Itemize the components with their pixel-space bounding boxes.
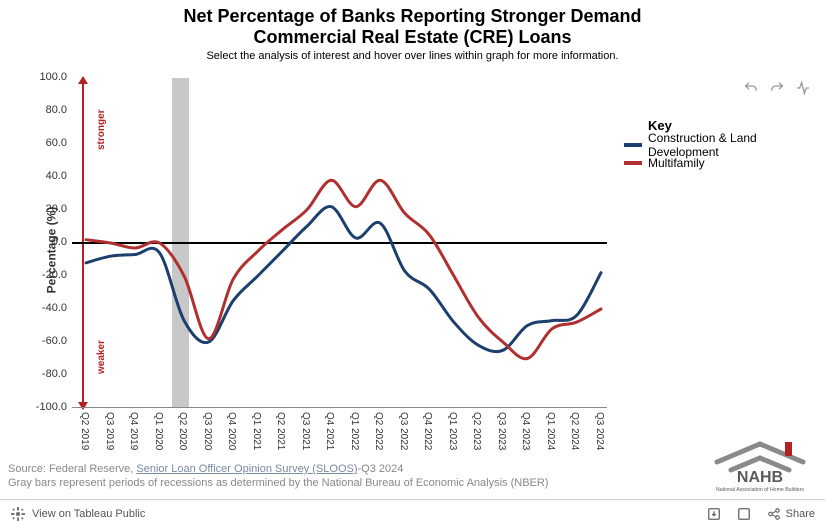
share-label: Share bbox=[786, 508, 815, 520]
y-tick-label: 100.0 bbox=[7, 71, 67, 83]
nahb-logo: NAHB National Association of Home Builde… bbox=[705, 438, 815, 496]
view-on-tableau-label: View on Tableau Public bbox=[32, 508, 145, 520]
title-line-1: Net Percentage of Banks Reporting Strong… bbox=[0, 6, 825, 27]
x-tick-label: Q1 2022 bbox=[349, 412, 360, 450]
x-tick-label: Q2 2021 bbox=[275, 412, 286, 450]
source-suffix: -Q3 2024 bbox=[358, 463, 404, 475]
share-button[interactable]: Share bbox=[766, 506, 815, 522]
bottom-toolbar: View on Tableau Public Share bbox=[0, 499, 825, 527]
x-tick-label: Q4 2020 bbox=[226, 412, 237, 450]
y-tick-label: 80.0 bbox=[7, 104, 67, 116]
legend-item[interactable]: Construction & Land Development bbox=[624, 137, 814, 153]
x-tick-label: Q4 2019 bbox=[128, 412, 139, 450]
y-tick-label: -80.0 bbox=[7, 368, 67, 380]
x-tick-label: Q1 2024 bbox=[545, 412, 556, 450]
reset-icon[interactable] bbox=[795, 80, 813, 96]
x-tick-label: Q2 2024 bbox=[569, 412, 580, 450]
y-tick-label: -20.0 bbox=[7, 269, 67, 281]
chart-title-block: Net Percentage of Banks Reporting Strong… bbox=[0, 0, 825, 62]
redo-icon[interactable] bbox=[769, 80, 787, 96]
tableau-icon bbox=[10, 506, 26, 522]
chart-top-toolbar bbox=[743, 80, 813, 96]
x-tick-label: Q2 2020 bbox=[177, 412, 188, 450]
x-tick-label: Q3 2019 bbox=[104, 412, 115, 450]
x-tick-label: Q3 2022 bbox=[398, 412, 409, 450]
svg-text:National Association of Home B: National Association of Home Builders bbox=[716, 487, 804, 493]
x-tick-label: Q1 2020 bbox=[153, 412, 164, 450]
source-note: Gray bars represent periods of recession… bbox=[8, 476, 548, 490]
line-chart-svg bbox=[72, 78, 607, 408]
x-tick-label: Q1 2021 bbox=[251, 412, 262, 450]
x-tick-label: Q2 2023 bbox=[471, 412, 482, 450]
share-icon bbox=[766, 506, 782, 522]
download-icon[interactable] bbox=[706, 506, 722, 522]
chart-subtitle: Select the analysis of interest and hove… bbox=[0, 50, 825, 62]
x-tick-label: Q3 2023 bbox=[496, 412, 507, 450]
series-line[interactable] bbox=[86, 180, 601, 359]
x-tick-label: Q2 2022 bbox=[373, 412, 384, 450]
view-on-tableau-button[interactable]: View on Tableau Public bbox=[10, 506, 145, 522]
x-tick-label: Q3 2021 bbox=[300, 412, 311, 450]
legend-swatch bbox=[624, 143, 642, 147]
legend-label: Construction & Land Development bbox=[648, 131, 814, 159]
y-tick-label: -100.0 bbox=[7, 401, 67, 413]
legend-label: Multifamily bbox=[648, 156, 705, 170]
source-link[interactable]: Senior Loan Officer Opinion Survey (SLOO… bbox=[136, 463, 357, 475]
x-tick-label: Q4 2022 bbox=[422, 412, 433, 450]
y-tick-label: -40.0 bbox=[7, 302, 67, 314]
fullscreen-icon[interactable] bbox=[736, 506, 752, 522]
x-tick-label: Q1 2023 bbox=[447, 412, 458, 450]
x-tick-label: Q2 2019 bbox=[79, 412, 90, 450]
source-footnote: Source: Federal Reserve, Senior Loan Off… bbox=[8, 462, 548, 491]
y-tick-label: -60.0 bbox=[7, 335, 67, 347]
title-line-2: Commercial Real Estate (CRE) Loans bbox=[0, 27, 825, 48]
x-tick-label: Q3 2020 bbox=[202, 412, 213, 450]
legend-swatch bbox=[624, 161, 642, 165]
series-line[interactable] bbox=[86, 207, 601, 352]
chart-plot-area[interactable]: stronger weaker Percentage (%) 100.080.0… bbox=[72, 78, 607, 408]
source-prefix: Source: Federal Reserve, bbox=[8, 463, 136, 475]
undo-icon[interactable] bbox=[743, 80, 761, 96]
y-tick-label: 20.0 bbox=[7, 203, 67, 215]
y-tick-label: 60.0 bbox=[7, 137, 67, 149]
x-tick-label: Q4 2021 bbox=[324, 412, 335, 450]
legend: Key Construction & Land DevelopmentMulti… bbox=[624, 118, 814, 173]
svg-text:NAHB: NAHB bbox=[737, 469, 783, 486]
x-tick-label: Q3 2024 bbox=[594, 412, 605, 450]
x-tick-label: Q4 2023 bbox=[520, 412, 531, 450]
y-tick-label: 40.0 bbox=[7, 170, 67, 182]
y-tick-label: 0.0 bbox=[7, 236, 67, 248]
